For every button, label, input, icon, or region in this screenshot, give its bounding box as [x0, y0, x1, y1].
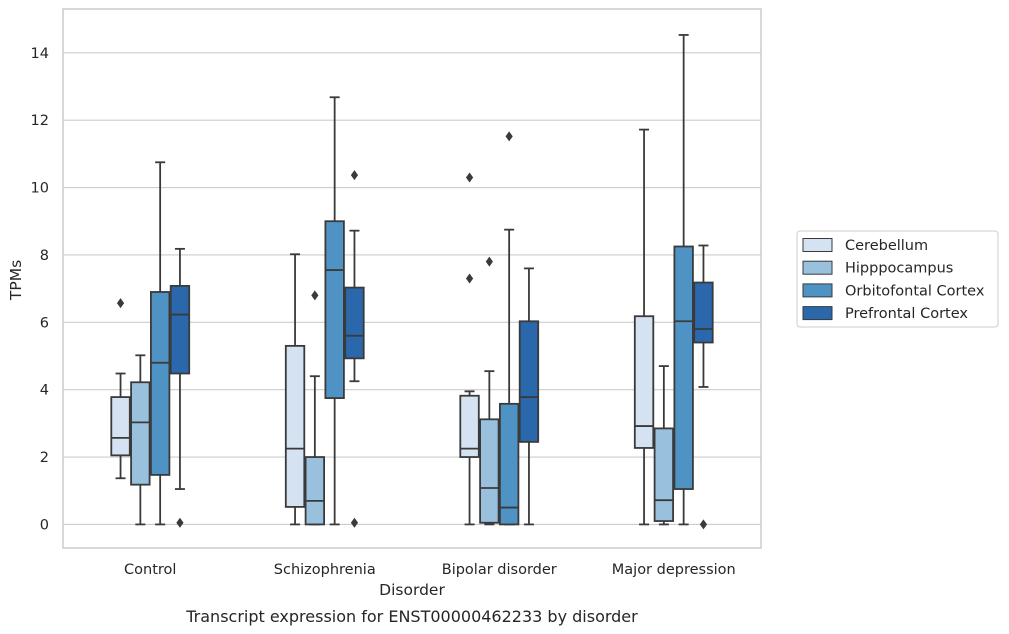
legend-label: Prefrontal Cortex	[845, 306, 968, 322]
box	[653, 427, 674, 522]
box	[498, 402, 520, 526]
x-axis-ticks: Control Schizophrenia Bipolar disorder Majo…	[124, 562, 736, 578]
box-group	[110, 298, 131, 480]
outlier-point	[116, 298, 125, 309]
x-tick-label: Schizophrenia	[274, 562, 376, 578]
y-axis-label: TPMs	[7, 260, 25, 301]
box-group	[653, 365, 674, 526]
box-series	[110, 34, 714, 530]
outlier-point	[465, 273, 474, 284]
outlier-point	[485, 256, 493, 267]
box	[673, 245, 694, 490]
box-group	[518, 267, 540, 526]
outlier-point	[350, 170, 359, 181]
box	[479, 418, 500, 524]
box-group	[479, 256, 500, 526]
box-group	[169, 247, 191, 528]
legend-swatch	[802, 260, 833, 275]
box-group	[344, 170, 365, 528]
y-tick-label: 12	[31, 113, 49, 129]
y-tick-label: 0	[40, 517, 49, 533]
outlier-point	[699, 519, 708, 530]
legend-label: Cerebellum	[845, 238, 928, 254]
box	[693, 281, 714, 344]
x-axis-label: Disorder	[379, 581, 445, 599]
x-tick-label: Major depression	[612, 562, 736, 578]
box	[344, 286, 365, 360]
box-group	[149, 161, 171, 526]
legend: Cerebellum Hipppocampus Orbitofontal Corte…	[796, 230, 999, 328]
box-group	[324, 96, 345, 526]
box	[169, 285, 191, 375]
box	[110, 396, 131, 457]
box	[149, 291, 171, 476]
box-group	[459, 172, 480, 526]
x-tick-label: Control	[124, 562, 176, 578]
y-tick-label: 4	[40, 383, 49, 399]
y-tick-label: 6	[40, 315, 49, 331]
box-group	[498, 131, 520, 526]
box	[130, 381, 151, 486]
outlier-point	[465, 172, 474, 183]
box	[459, 394, 480, 458]
legend-swatch	[802, 238, 833, 252]
y-tick-label: 8	[40, 248, 49, 264]
box-group	[673, 34, 694, 526]
box-group	[633, 128, 655, 526]
box	[304, 456, 326, 526]
box	[324, 220, 345, 399]
box	[518, 320, 540, 443]
x-tick-label: Bipolar disorder	[442, 562, 557, 578]
box	[284, 344, 306, 508]
outlier-point	[505, 131, 513, 142]
box-group	[284, 253, 306, 526]
chart-caption: Transcript expression for ENST0000046223…	[185, 607, 638, 626]
legend-label: Hipppocampus	[845, 261, 953, 277]
outlier-point	[350, 517, 359, 528]
legend-frame	[796, 230, 999, 328]
y-axis-ticks: 0 2 4 6 8 10 12 14	[31, 46, 49, 534]
box-group	[130, 354, 151, 526]
outlier-point	[311, 290, 319, 301]
plot-frame	[62, 8, 762, 549]
box-group	[693, 244, 714, 530]
legend-swatch	[802, 283, 833, 298]
y-tick-label: 2	[40, 450, 49, 466]
box	[633, 315, 655, 449]
box-group	[304, 290, 326, 526]
legend-swatch	[802, 306, 833, 321]
legend-label: Orbitofontal Cortex	[845, 283, 985, 299]
outlier-point	[176, 517, 184, 528]
y-tick-label: 10	[31, 181, 49, 197]
y-tick-label: 14	[31, 46, 49, 62]
